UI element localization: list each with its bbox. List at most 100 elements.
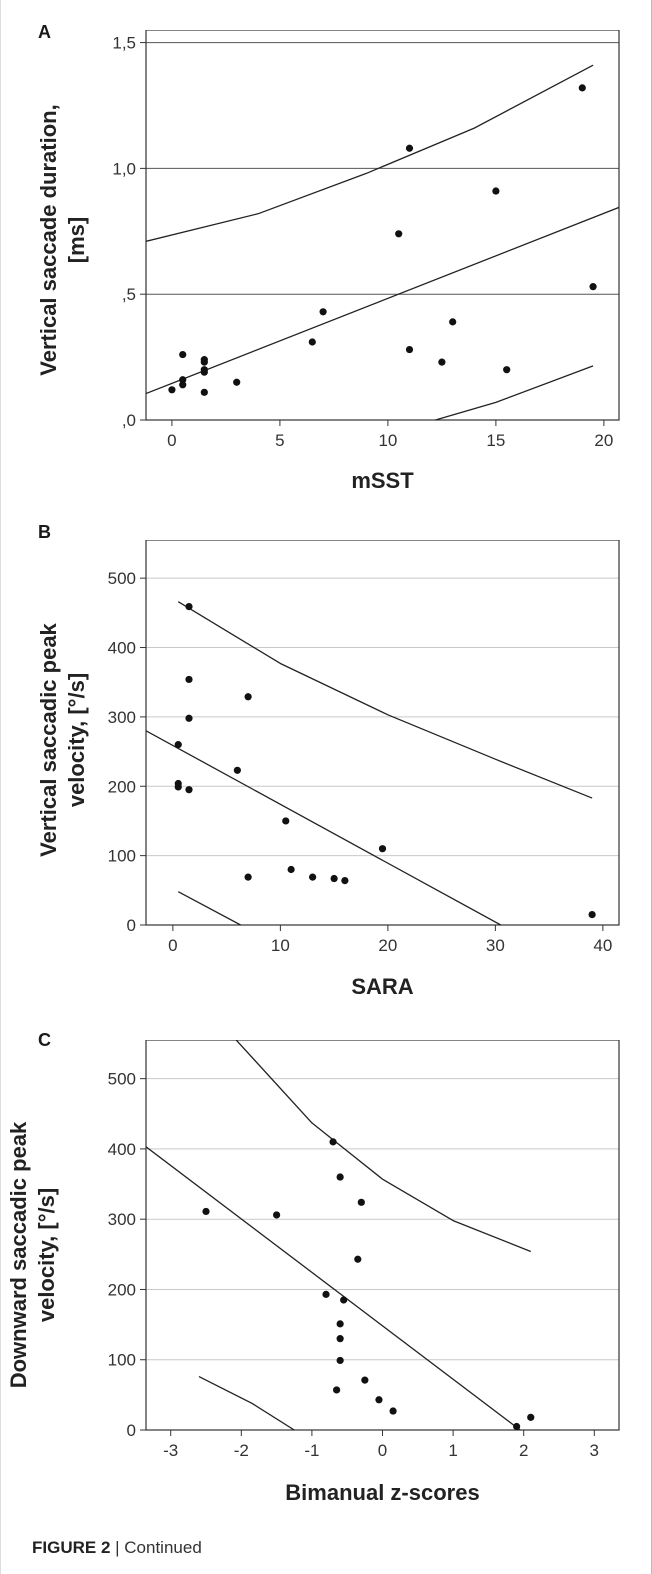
data-point [330, 874, 338, 883]
data-point [322, 1290, 330, 1298]
y-tick-label: 500 [108, 569, 136, 588]
data-point [405, 345, 414, 354]
data-point [309, 873, 317, 881]
x-axis-label: Bimanual z-scores [285, 1480, 479, 1505]
x-tick-label: 10 [378, 431, 397, 450]
panel-a: A ,0 ,5 1,0 1,5 0 5 10 15 20 mSST Vertical saccade… [0, 0, 652, 493]
data-point [287, 865, 295, 874]
x-tick-label: 1 [448, 1441, 457, 1460]
upper-confidence-band [177, 601, 593, 799]
y-tick-label: 0 [127, 1421, 136, 1440]
data-point [308, 338, 316, 346]
y-tick-label: ,5 [122, 285, 136, 304]
x-tick-label: 2 [519, 1441, 528, 1460]
data-point [341, 877, 349, 885]
upper-confidence-band [146, 64, 594, 242]
data-point [244, 873, 252, 881]
data-point [503, 366, 511, 374]
panel-b-letter: B [38, 522, 51, 542]
data-point [185, 675, 193, 684]
data-point [395, 230, 403, 238]
data-point [492, 187, 500, 195]
data-point [319, 308, 327, 316]
y-tick-label: 0 [127, 916, 136, 935]
data-point [233, 378, 241, 386]
plot-frame [145, 30, 620, 421]
data-point [375, 1396, 383, 1404]
data-point [233, 766, 241, 774]
y-axis-label-line: velocity, [°/s] [64, 673, 89, 807]
y-tick-label: 400 [108, 639, 136, 658]
y-tick-label: 200 [108, 777, 136, 796]
x-axis-label: mSST [351, 468, 414, 493]
regression-line [146, 730, 502, 925]
y-tick-label: 500 [108, 1070, 136, 1089]
y-tick-label: 200 [108, 1280, 136, 1299]
figure-caption: FIGURE 2 | Continued [32, 1538, 202, 1558]
plot-frame [145, 1040, 620, 1431]
data-point [179, 350, 187, 359]
data-point [578, 84, 586, 92]
data-point [200, 358, 208, 366]
x-tick-label: 40 [593, 936, 612, 955]
lower-confidence-band [435, 365, 594, 420]
chart-c: 0 100 200 300 400 500 -3 -2 -1 0 1 2 3 Bimanual z-sco… [6, 1040, 620, 1505]
y-tick-label: 100 [108, 847, 136, 866]
panel-a-letter: A [38, 22, 51, 42]
data-point [185, 786, 193, 794]
y-tick-label: 400 [108, 1140, 136, 1159]
y-tick-label: 1,5 [112, 34, 136, 53]
y-axis-label-line: velocity, [°/s] [34, 1188, 59, 1322]
caption-label: FIGURE 2 [32, 1538, 111, 1557]
y-tick-label: 300 [108, 1210, 136, 1229]
panel-c-letter: C [38, 1030, 51, 1050]
data-point [185, 714, 193, 722]
data-point [273, 1211, 281, 1219]
y-axis-label-line: [ms] [64, 217, 89, 263]
data-point [405, 144, 414, 152]
data-point [340, 1296, 348, 1304]
panel-c: C 0 100 200 300 400 500 -3 -2 -1 0 1 2 3 Bimanual z-s… [6, 1030, 620, 1505]
data-point [282, 817, 290, 825]
data-point [200, 368, 208, 376]
data-point [244, 693, 252, 701]
plot-frame [145, 540, 620, 926]
caption-text: | Continued [110, 1538, 202, 1557]
x-tick-label: 5 [275, 431, 284, 450]
data-point [378, 845, 387, 853]
data-point [438, 358, 446, 366]
data-point [354, 1255, 362, 1263]
y-axis-label-line: Vertical saccadic peak [36, 622, 61, 856]
x-tick-label: 10 [271, 936, 290, 955]
data-point [174, 741, 182, 749]
data-point [179, 381, 187, 389]
x-tick-label: -1 [304, 1441, 319, 1460]
data-point [329, 1138, 337, 1146]
y-tick-label: 300 [108, 708, 136, 727]
y-axis-label-line: Downward saccadic peak [6, 1121, 31, 1388]
data-point [333, 1386, 341, 1394]
x-tick-label: 0 [378, 1441, 387, 1460]
data-point [168, 386, 176, 394]
data-point [513, 1422, 521, 1431]
y-tick-label: 100 [108, 1351, 136, 1370]
regression-line [146, 206, 619, 395]
data-point [361, 1376, 369, 1384]
x-tick-label: 0 [167, 431, 176, 450]
x-tick-label: -2 [234, 1441, 249, 1460]
lower-confidence-band [198, 1376, 295, 1430]
x-tick-label: 20 [594, 431, 613, 450]
data-point [202, 1207, 210, 1216]
x-axis-label: SARA [351, 974, 413, 999]
data-point [174, 783, 182, 791]
data-point [336, 1356, 344, 1365]
regression-line [146, 1146, 521, 1430]
chart-b: 0 100 200 300 400 500 0 10 20 30 40 SARA Vertical sa… [36, 540, 620, 999]
x-tick-label: 15 [486, 431, 505, 450]
x-tick-label: -3 [163, 1441, 178, 1460]
panel-b: B 0 100 200 300 400 500 0 10 20 30 40 SARA Vertical … [36, 522, 620, 999]
data-point [357, 1198, 365, 1206]
y-tick-label: 1,0 [112, 159, 136, 178]
upper-confidence-band [235, 1040, 531, 1253]
